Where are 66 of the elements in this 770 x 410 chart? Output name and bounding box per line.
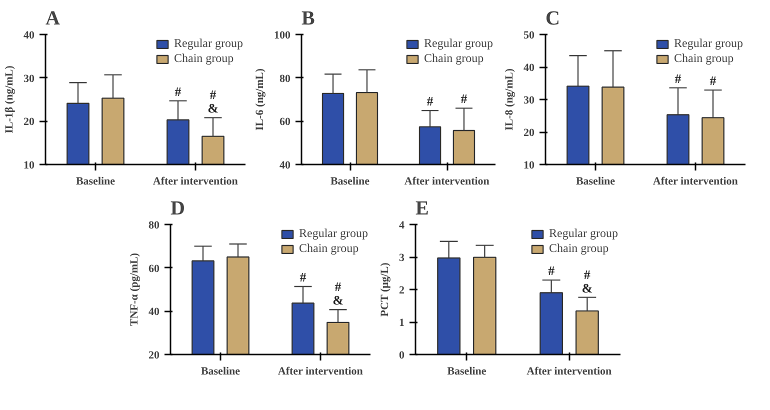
legend-label: Regular group <box>174 36 243 51</box>
y-tick-label: 20 <box>524 127 535 139</box>
y-axis-title: IL-8 (ng/mL) <box>504 68 516 131</box>
y-axis-title: TNF-α (pg/mL) <box>128 252 140 326</box>
y-tick-label: 20 <box>148 350 160 362</box>
legend-label: Chain group <box>424 51 484 66</box>
chart-title: A <box>46 8 60 30</box>
y-tick-label: 60 <box>148 262 160 275</box>
y-tick-label: 100 <box>274 30 291 42</box>
y-tick-label: 0 <box>399 350 405 362</box>
y-tick-label: 10 <box>24 160 35 172</box>
y-axis-title: IL-1β (ng/mL) <box>4 65 16 134</box>
data-label: # & <box>582 266 593 296</box>
chart-title: C <box>546 8 560 30</box>
chart-title: E <box>416 198 429 220</box>
x-tick-label: After intervention <box>278 366 363 378</box>
legend-label: Regular group <box>424 36 493 51</box>
y-tick-label: 60 <box>280 116 291 128</box>
bar <box>575 310 599 354</box>
y-tick-label: 40 <box>24 30 35 42</box>
y-tick-label: 20 <box>24 116 35 128</box>
legend-label: Chain group <box>174 51 234 66</box>
data-label: # <box>426 94 434 109</box>
x-tick-label: Baseline <box>76 176 116 188</box>
x-tick-label: After intervention <box>404 176 490 188</box>
chart-title: D <box>170 198 185 220</box>
y-tick-label: 30 <box>24 72 35 85</box>
x-tick-label: Baseline <box>576 176 616 188</box>
data-label: # <box>710 73 717 88</box>
legend-label: Regular group <box>674 36 743 51</box>
legend-label: Chain group <box>299 241 359 256</box>
x-tick-label: Baseline <box>447 366 486 378</box>
y-axis-title: IL-6 (ng/mL) <box>254 68 266 131</box>
data-label: # & <box>332 279 344 308</box>
data-label: # <box>548 263 556 278</box>
data-label: # <box>674 70 682 86</box>
y-tick-label: 2 <box>399 284 405 296</box>
data-label: # <box>174 84 182 99</box>
x-tick-label: After intervention <box>526 366 612 378</box>
x-tick-label: After intervention <box>152 176 238 188</box>
y-tick-label: 40 <box>524 62 535 74</box>
legend-label: Chain group <box>674 51 734 66</box>
x-tick-label: Baseline <box>330 176 370 188</box>
x-tick-label: Baseline <box>200 366 240 378</box>
bar <box>540 292 564 354</box>
data-label: # & <box>208 87 219 116</box>
data-label: # <box>460 91 468 106</box>
x-tick-label: After intervention <box>652 176 738 188</box>
bar <box>472 256 496 354</box>
y-tick-label: 80 <box>148 220 160 232</box>
y-tick-label: 40 <box>148 306 160 318</box>
y-tick-label: 3 <box>399 252 405 264</box>
y-tick-label: 50 <box>524 30 535 42</box>
legend-label: Regular group <box>549 226 618 241</box>
legend-label: Regular group <box>299 226 368 241</box>
chart-title: B <box>302 8 315 30</box>
legend-label: Chain group <box>549 241 609 256</box>
y-tick-label: 30 <box>524 94 535 106</box>
y-tick-label: 4 <box>399 220 405 232</box>
bar <box>437 257 461 354</box>
y-tick-label: 10 <box>524 160 535 172</box>
y-tick-label: 40 <box>280 160 291 172</box>
y-axis-title: PCT (μg/L) <box>379 262 391 317</box>
y-tick-label: 80 <box>280 72 291 85</box>
y-tick-label: 1 <box>399 317 404 329</box>
data-label: # <box>300 269 307 284</box>
